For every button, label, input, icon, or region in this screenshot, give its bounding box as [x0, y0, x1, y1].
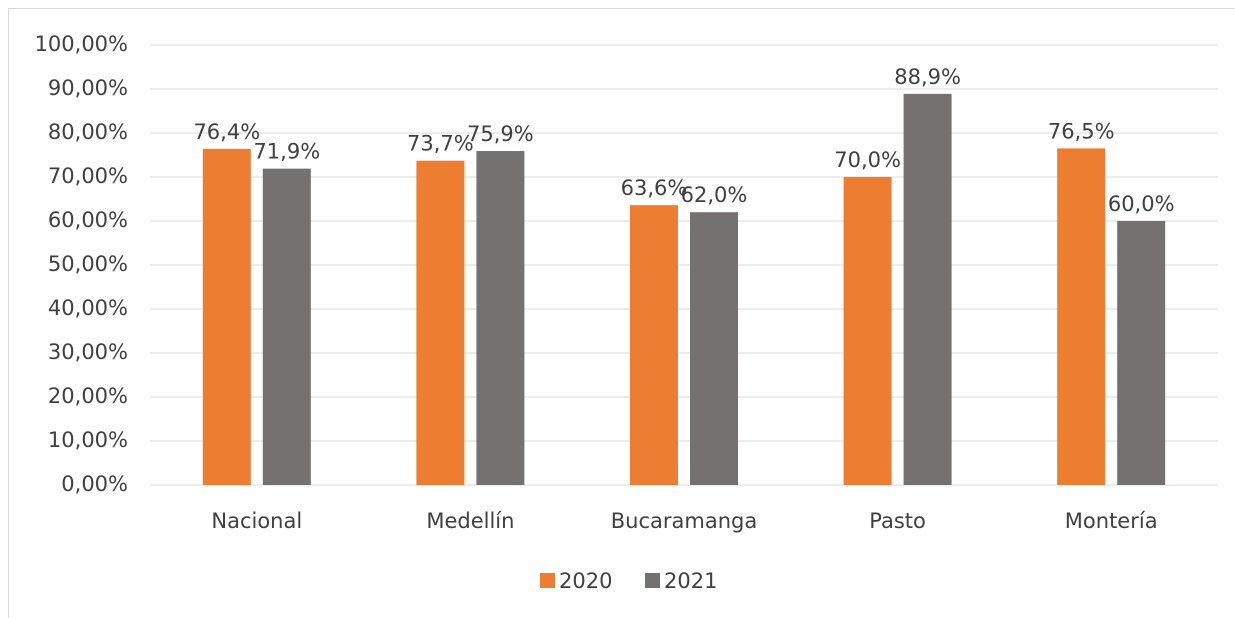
- legend-swatch: [540, 573, 555, 588]
- value-label: 63,6%: [621, 176, 688, 200]
- value-label: 62,0%: [681, 183, 748, 207]
- y-tick-label: 80,00%: [48, 120, 128, 144]
- value-label: 73,7%: [407, 132, 474, 156]
- y-tick-label: 50,00%: [48, 252, 128, 276]
- bar: [1117, 221, 1166, 485]
- bar: [1057, 148, 1106, 485]
- x-tick-label: Montería: [1065, 509, 1158, 533]
- bar: [202, 148, 251, 485]
- y-tick-label: 70,00%: [48, 164, 128, 188]
- legend-swatch: [645, 573, 660, 588]
- value-label: 76,5%: [1048, 119, 1115, 143]
- value-label: 75,9%: [467, 122, 534, 146]
- x-tick-label: Medellín: [426, 509, 514, 533]
- y-tick-label: 20,00%: [48, 384, 128, 408]
- bar: [903, 93, 952, 485]
- bar: [843, 177, 892, 485]
- y-tick-label: 90,00%: [48, 76, 128, 100]
- y-tick-label: 0,00%: [61, 472, 128, 496]
- bar: [690, 212, 738, 485]
- y-tick-label: 60,00%: [48, 208, 128, 232]
- legend-label: 2020: [559, 569, 612, 593]
- bar: [262, 168, 311, 485]
- x-tick-label: Bucaramanga: [611, 509, 757, 533]
- chart-frame: [8, 8, 1235, 618]
- bar: [630, 205, 678, 485]
- legend-label: 2021: [664, 569, 717, 593]
- y-tick-label: 100,00%: [35, 32, 128, 56]
- value-label: 76,4%: [193, 120, 260, 144]
- x-tick-label: Nacional: [211, 509, 302, 533]
- y-tick-label: 40,00%: [48, 296, 128, 320]
- y-tick-label: 30,00%: [48, 340, 128, 364]
- bar: [476, 151, 525, 486]
- value-label: 88,9%: [894, 65, 961, 89]
- value-label: 60,0%: [1108, 192, 1175, 216]
- value-label: 70,0%: [834, 148, 901, 172]
- x-tick-label: Pasto: [869, 509, 926, 533]
- y-tick-label: 10,00%: [48, 428, 128, 452]
- value-label: 71,9%: [253, 140, 320, 164]
- bar: [416, 160, 465, 485]
